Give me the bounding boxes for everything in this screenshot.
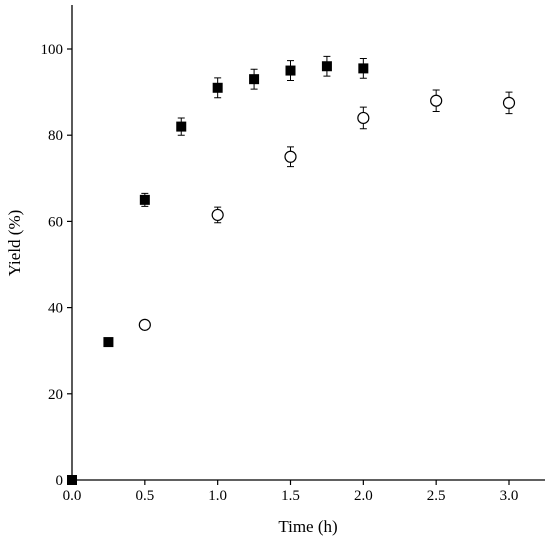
data-point-square: [321, 61, 332, 72]
data-point-circle: [357, 111, 370, 125]
data-marks: [67, 55, 516, 485]
series-2: [138, 89, 516, 331]
data-point-circle: [284, 150, 297, 163]
data-point-square: [358, 63, 369, 74]
y-tick-label: 80: [48, 128, 63, 144]
data-point-circle: [138, 318, 151, 331]
data-point-circle: [211, 208, 224, 222]
plot-axes: [71, 5, 545, 481]
data-point-circle: [430, 94, 443, 107]
x-tick-label: 0.0: [63, 488, 82, 504]
data-point-square: [285, 65, 296, 76]
data-point-square: [176, 121, 187, 132]
x-axis-ticks: 0.0 0.5 1.0 1.5 2.0 2.5 3.0: [63, 480, 519, 504]
y-tick-label: 0: [56, 473, 64, 489]
x-axis-title: Time (h): [278, 517, 337, 536]
data-point-square: [103, 337, 114, 348]
x-tick-label: 1.5: [281, 488, 300, 504]
x-tick-label: 2.5: [427, 488, 446, 504]
y-tick-label: 20: [48, 387, 63, 403]
y-axis-title: Yield (%): [5, 210, 24, 277]
y-tick-label: 40: [48, 301, 63, 317]
data-point-square: [67, 475, 77, 485]
y-tick-label: 100: [41, 42, 64, 58]
series-1: [67, 55, 369, 485]
x-tick-label: 2.0: [354, 488, 373, 504]
data-point-square: [139, 194, 150, 205]
x-tick-label: 0.5: [135, 488, 154, 504]
x-tick-label: 3.0: [500, 488, 519, 504]
data-point-square: [212, 82, 223, 93]
x-tick-label: 1.0: [208, 488, 227, 504]
y-tick-label: 60: [48, 214, 63, 230]
data-point-circle: [502, 96, 516, 109]
y-axis-ticks: 0 20 40 60 80 100: [41, 42, 72, 489]
data-point-square: [249, 74, 260, 85]
